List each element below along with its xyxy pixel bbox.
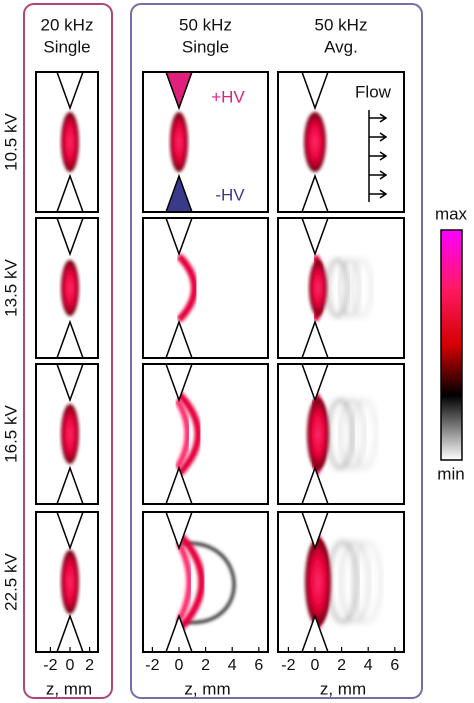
panel-border (277, 363, 405, 505)
x-tick-label: 6 (390, 657, 399, 674)
panel-border (277, 217, 405, 359)
x-tick-label: 2 (201, 657, 210, 674)
colorbar-min: min (437, 464, 464, 483)
group-frame (23, 3, 113, 699)
x-tick-label: 0 (175, 657, 184, 674)
plasma-arc (176, 531, 206, 633)
panel-border (35, 363, 99, 505)
panel-border (142, 363, 269, 505)
panel-border (277, 71, 405, 213)
flow-arrow (369, 170, 388, 180)
plasma (305, 538, 331, 626)
panel-border (142, 71, 269, 213)
column-title: Single (43, 37, 90, 56)
column-title: 50 kHz (179, 15, 232, 34)
x-tick-label: -2 (145, 657, 159, 674)
annotation: +HV (211, 87, 245, 106)
panel-border (142, 217, 269, 359)
plasma-arc (174, 538, 193, 626)
panel-background (143, 364, 268, 504)
plasma (61, 112, 79, 172)
annotation: -HV (215, 185, 245, 204)
image-panel (142, 71, 269, 213)
group-frame (130, 3, 423, 699)
flow-arrow (369, 151, 388, 161)
column-title: Single (182, 37, 229, 56)
panel-background (143, 218, 268, 358)
flow-arrow (369, 189, 388, 199)
x-tick-label: 2 (337, 657, 346, 674)
row-label: 16.5 kV (1, 405, 20, 463)
plasma-arc (174, 398, 191, 470)
image-panel (142, 511, 269, 653)
haze (325, 258, 350, 318)
haze (350, 540, 383, 624)
filament (178, 541, 236, 624)
plasma (307, 398, 329, 470)
image-panel (35, 217, 99, 359)
x-tick-label: 0 (311, 657, 320, 674)
x-tick-label: 4 (228, 657, 237, 674)
plasma (61, 260, 79, 316)
panel-border (35, 217, 99, 359)
column-title: 20 kHz (41, 15, 94, 34)
image-panel (35, 363, 99, 505)
column-title: Avg. (324, 37, 358, 56)
flow-arrow (369, 113, 388, 123)
image-panel (142, 363, 269, 505)
image-panel (277, 363, 405, 505)
haze (338, 398, 367, 470)
x-tick-label: 0 (66, 657, 75, 674)
haze (338, 540, 371, 624)
x-axis-title: z, mm (320, 679, 366, 698)
image-panel (35, 71, 99, 213)
x-axis-title: z, mm (46, 679, 92, 698)
flow-arrow (369, 132, 388, 142)
plasma (61, 404, 79, 464)
haze (350, 398, 379, 470)
image-panel (277, 511, 405, 653)
haze (337, 258, 362, 318)
x-tick-label: 2 (85, 657, 94, 674)
plasma-arc (176, 391, 202, 477)
plasma (61, 550, 79, 614)
image-panel (277, 71, 405, 213)
image-panel (142, 217, 269, 359)
x-tick-label: 4 (364, 657, 373, 674)
annotation: Flow (355, 82, 392, 101)
x-tick-label: -2 (43, 657, 57, 674)
x-tick-label: -2 (281, 657, 295, 674)
x-tick-label: 6 (254, 657, 263, 674)
colorbar-max: max (435, 204, 468, 223)
row-label: 22.5 kV (1, 553, 20, 611)
colorbar (440, 229, 463, 461)
column-title: 50 kHz (315, 15, 368, 34)
panel-border (35, 71, 99, 213)
panel-background (143, 512, 268, 652)
image-panel (277, 217, 405, 359)
x-axis-title: z, mm (184, 679, 230, 698)
panel-background (278, 72, 404, 212)
image-panel (35, 511, 99, 653)
panel-border (35, 511, 99, 653)
haze (349, 258, 374, 318)
panel-background (143, 72, 268, 212)
plasma (304, 112, 326, 172)
plasma (309, 260, 327, 316)
plasma (170, 112, 188, 172)
row-label: 13.5 kV (1, 259, 20, 317)
plasma-arc (176, 253, 198, 323)
row-label: 10.5 kV (1, 113, 20, 171)
